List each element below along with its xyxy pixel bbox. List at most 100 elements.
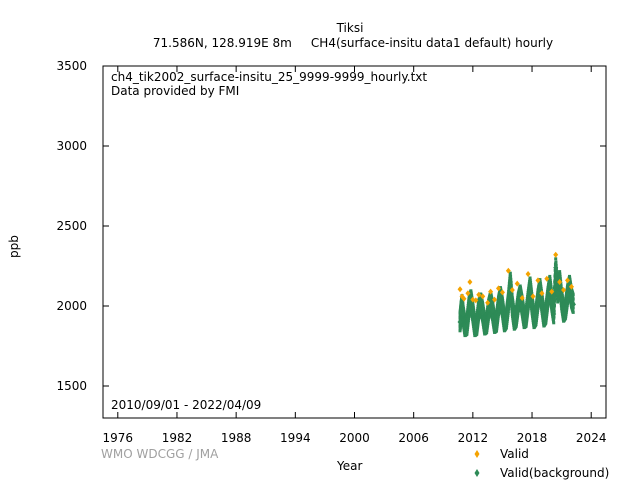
background-point	[529, 283, 533, 287]
background-point	[465, 330, 469, 334]
background-point	[466, 304, 472, 311]
background-point	[515, 319, 519, 323]
background-point	[495, 323, 499, 327]
background-point	[545, 295, 551, 301]
background-point	[554, 257, 558, 261]
legend-valid-marker	[474, 450, 480, 458]
background-point	[512, 306, 516, 310]
background-point	[548, 278, 552, 282]
background-point	[509, 283, 513, 287]
background-point	[508, 271, 512, 275]
background-point	[516, 311, 520, 315]
background-point	[568, 274, 572, 278]
background-point	[558, 274, 562, 278]
valid-point	[549, 288, 555, 295]
background-point	[503, 315, 509, 322]
valid-point	[557, 279, 563, 285]
background-point	[526, 308, 530, 312]
background-point	[507, 307, 511, 311]
background-point	[571, 306, 575, 310]
background-point	[506, 310, 510, 314]
background-point	[533, 312, 539, 319]
background-point	[554, 260, 558, 264]
valid-point	[467, 279, 473, 285]
background-point	[546, 302, 550, 306]
valid-point	[473, 297, 479, 304]
background-point	[549, 280, 553, 284]
valid-point	[509, 287, 515, 293]
background-point	[560, 292, 564, 296]
background-point	[474, 322, 480, 329]
background-point	[546, 305, 550, 309]
background-point	[484, 320, 490, 327]
background-point	[470, 295, 474, 299]
background-point	[469, 292, 473, 296]
background-point	[515, 320, 519, 324]
background-point	[464, 322, 470, 329]
background-point	[461, 305, 465, 309]
x-tick-label: 2006	[398, 431, 429, 445]
background-point	[568, 278, 572, 282]
background-point	[564, 314, 568, 318]
valid-point	[525, 271, 531, 277]
valid-point	[465, 290, 471, 297]
background-point	[552, 315, 556, 319]
background-point	[526, 310, 530, 314]
background-point	[541, 297, 545, 301]
background-point	[537, 285, 543, 292]
background-point	[509, 303, 515, 309]
background-point	[475, 332, 479, 336]
background-point	[551, 311, 557, 317]
background-point	[571, 293, 575, 297]
background-point	[546, 303, 550, 307]
background-point	[506, 314, 510, 318]
background-point	[482, 308, 486, 312]
background-point	[559, 284, 563, 288]
valid-point	[519, 295, 525, 301]
valid-point	[561, 287, 567, 293]
y-tick-label: 2500	[56, 219, 87, 233]
background-point	[559, 296, 565, 303]
background-point	[565, 305, 569, 309]
background-point	[470, 294, 474, 298]
legend-background-label: Valid(background)	[500, 466, 609, 480]
background-point	[571, 310, 575, 314]
background-point	[558, 270, 562, 274]
background-point	[553, 292, 557, 296]
background-series-points	[457, 257, 576, 338]
background-point	[525, 320, 529, 324]
background-point	[507, 279, 513, 285]
background-point	[486, 318, 490, 322]
background-point	[491, 300, 495, 304]
valid-point	[488, 288, 494, 295]
background-point	[527, 304, 531, 308]
background-point	[465, 328, 469, 332]
background-point	[495, 329, 499, 333]
background-point	[471, 302, 475, 306]
background-point	[531, 297, 535, 301]
background-point	[490, 307, 496, 314]
background-point	[500, 297, 504, 301]
background-point	[466, 319, 470, 323]
x-tick-label: 1982	[162, 431, 193, 445]
legend-valid-label: Valid	[500, 447, 529, 461]
background-point	[570, 301, 576, 308]
background-point	[457, 319, 463, 325]
background-point	[534, 320, 538, 324]
background-point	[539, 283, 543, 287]
x-tick-label: 2000	[339, 431, 370, 445]
background-point	[547, 298, 551, 302]
background-point	[510, 292, 514, 296]
legend: Valid Valid(background)	[474, 447, 609, 480]
valid-point	[539, 290, 545, 297]
background-point	[511, 301, 515, 305]
background-point	[568, 295, 574, 301]
background-point	[568, 276, 572, 280]
background-point	[550, 294, 554, 298]
background-point	[558, 272, 562, 276]
background-point	[534, 318, 538, 322]
axis-ticks: 1976 1982 1988 1994 2000 2006 2012 2018 2024 1500…	[56, 59, 606, 445]
background-point	[467, 317, 471, 321]
background-point	[548, 274, 552, 278]
